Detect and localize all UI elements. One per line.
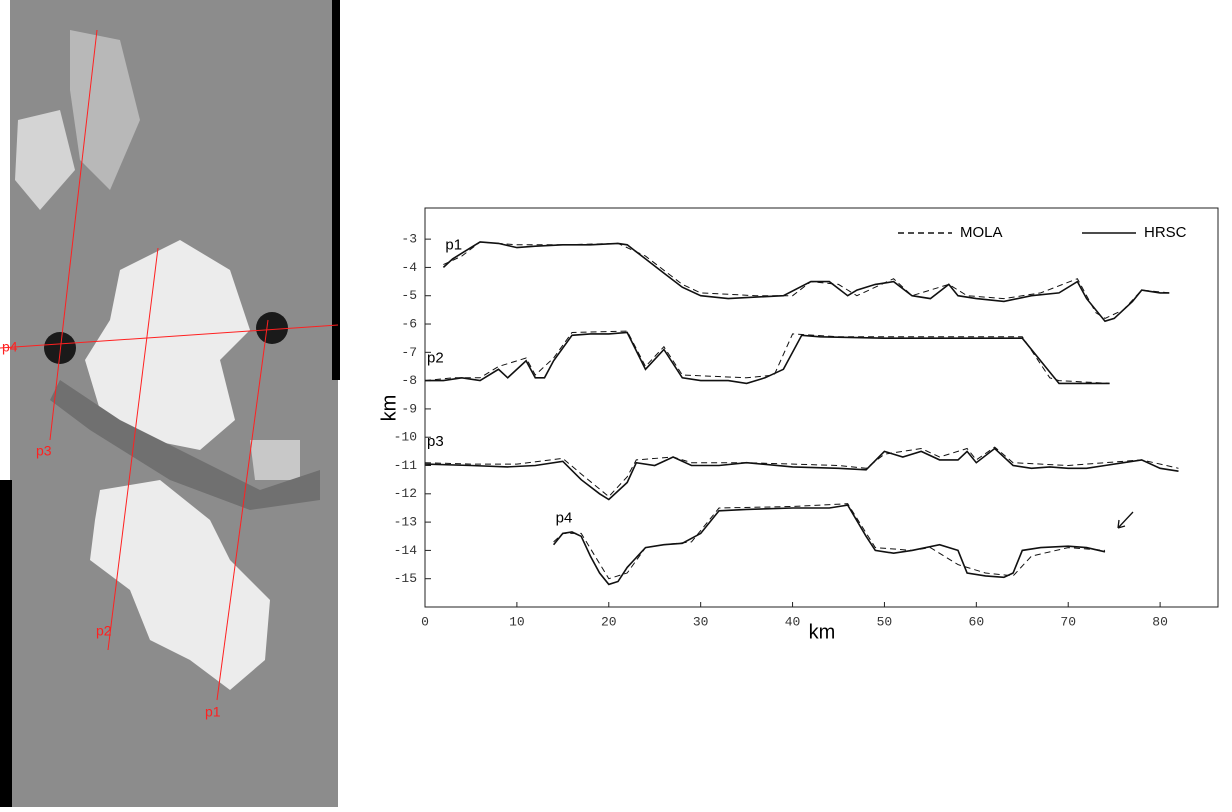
x-axis-label: km bbox=[809, 621, 836, 643]
x-tick-label: 20 bbox=[601, 614, 617, 629]
profile-label: p1 bbox=[445, 236, 462, 253]
y-tick-label: -6 bbox=[401, 316, 417, 331]
y-tick-label: -14 bbox=[394, 543, 418, 558]
x-tick-label: 80 bbox=[1152, 614, 1168, 629]
y-tick-label: -4 bbox=[401, 260, 417, 275]
hrsc-profile bbox=[424, 447, 1179, 501]
y-tick-label: -3 bbox=[401, 232, 417, 247]
y-axis-label: km bbox=[378, 395, 400, 422]
profile-label: p3 bbox=[36, 443, 52, 459]
dem-image: p4 p3 p2 p1 bbox=[0, 0, 340, 807]
x-tick-label: 60 bbox=[969, 614, 985, 629]
x-tick-label: 50 bbox=[877, 614, 893, 629]
profile-label: p1 bbox=[205, 704, 221, 720]
y-tick-label: -15 bbox=[394, 571, 417, 586]
y-tick-label: -7 bbox=[401, 345, 417, 360]
x-tick-label: 70 bbox=[1060, 614, 1076, 629]
y-tick-label: -13 bbox=[394, 515, 417, 530]
profile-label: p2 bbox=[96, 623, 112, 639]
x-tick-label: 0 bbox=[421, 614, 429, 629]
profile-label: p4 bbox=[556, 510, 573, 527]
x-tick-label: 40 bbox=[785, 614, 801, 629]
y-tick-label: -12 bbox=[394, 486, 417, 501]
mola-profile bbox=[424, 446, 1179, 498]
mola-profile bbox=[424, 330, 1110, 384]
legend-label: HRSC bbox=[1144, 224, 1187, 241]
mola-profile bbox=[553, 503, 1106, 580]
hrsc-profile bbox=[425, 331, 1110, 385]
plot-frame bbox=[424, 207, 1219, 608]
y-tick-label: -11 bbox=[394, 458, 418, 473]
arrow bbox=[1117, 511, 1134, 529]
y-tick-label: -8 bbox=[401, 373, 417, 388]
x-tick-label: 30 bbox=[693, 614, 709, 629]
hrsc-profile bbox=[442, 241, 1170, 323]
y-tick-label: -10 bbox=[394, 430, 417, 445]
hrsc-profile bbox=[552, 504, 1106, 586]
mola-profile bbox=[443, 241, 1170, 319]
x-tick-label: 10 bbox=[509, 614, 525, 629]
y-tick-label: -9 bbox=[401, 401, 417, 416]
y-tick-label: -5 bbox=[401, 288, 417, 303]
profile-label: p2 bbox=[427, 350, 444, 367]
profile-label: p4 bbox=[2, 339, 18, 355]
legend-label: MOLA bbox=[960, 224, 1003, 241]
profile-label: p3 bbox=[427, 433, 444, 450]
